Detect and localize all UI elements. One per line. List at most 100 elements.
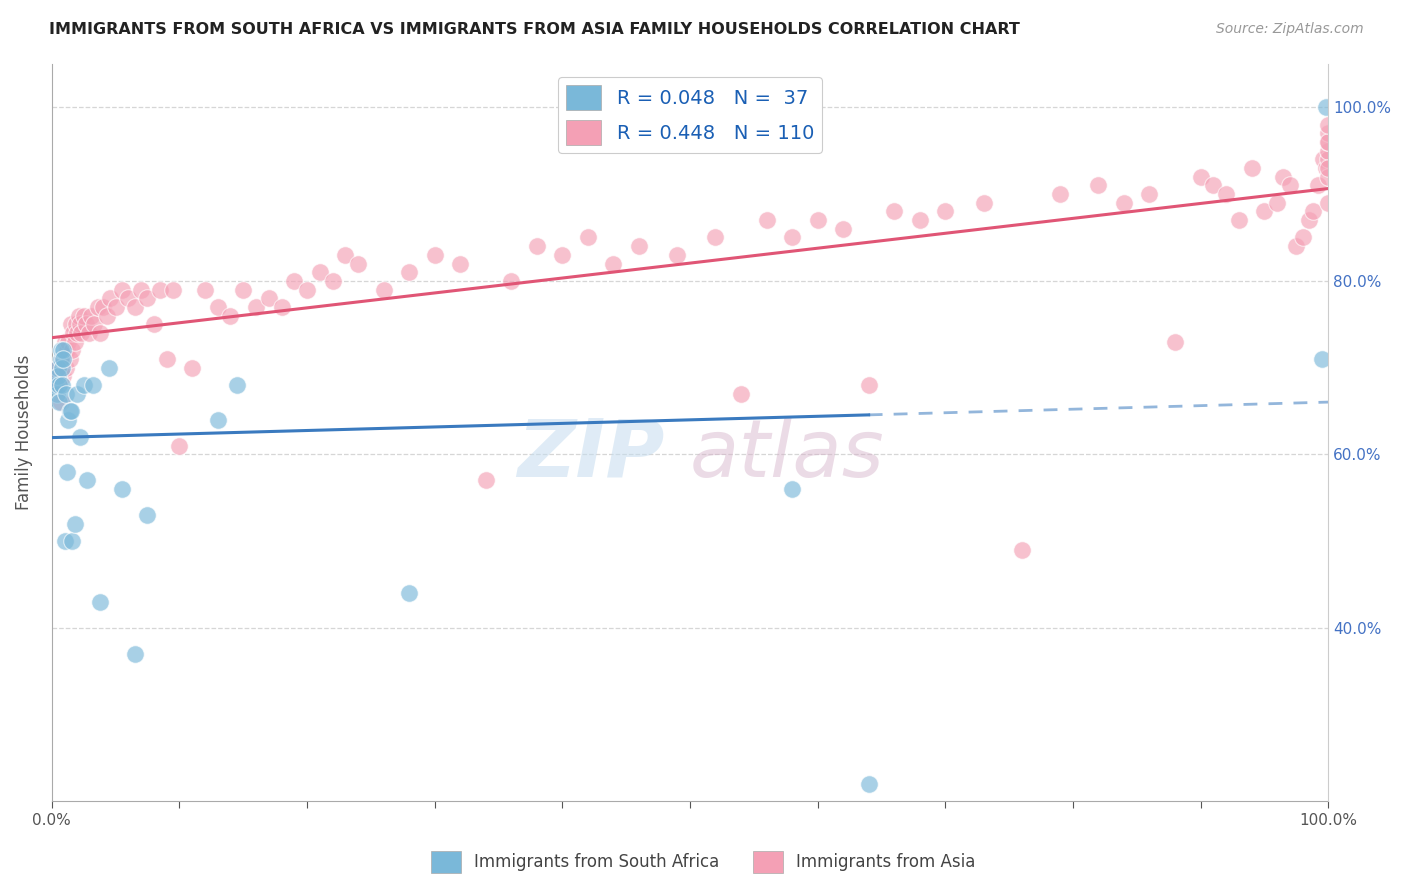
Point [49, 343, 72, 358]
Point [56, 465, 79, 479]
Point [59, 351, 82, 366]
Point [1240, 161, 1263, 175]
Point [1112, 195, 1135, 210]
Point [1011, 542, 1033, 557]
Point [1317, 127, 1340, 141]
Point [245, 300, 267, 314]
Point [1317, 135, 1340, 149]
Point [52, 343, 75, 358]
Point [111, 482, 134, 496]
Point [1215, 187, 1237, 202]
Point [602, 256, 624, 270]
Point [1317, 153, 1340, 167]
Point [270, 300, 292, 314]
Point [1317, 195, 1340, 210]
Point [52, 369, 75, 384]
Point [551, 248, 574, 262]
Point [1317, 161, 1340, 175]
Point [1227, 213, 1250, 227]
Point [162, 283, 184, 297]
Point [1317, 135, 1340, 149]
Point [755, 213, 778, 227]
Point [45, 378, 67, 392]
Point [832, 222, 855, 236]
Point [398, 265, 420, 279]
Point [48, 378, 70, 392]
Text: Source: ZipAtlas.com: Source: ZipAtlas.com [1216, 22, 1364, 37]
Point [124, 647, 146, 661]
Point [51, 360, 73, 375]
Point [49, 395, 72, 409]
Point [98, 360, 121, 375]
Point [449, 256, 471, 270]
Point [149, 283, 172, 297]
Point [934, 204, 956, 219]
Point [45, 386, 67, 401]
Point [308, 265, 330, 279]
Point [780, 230, 803, 244]
Point [111, 283, 134, 297]
Point [501, 274, 523, 288]
Point [225, 378, 247, 392]
Text: atlas: atlas [690, 416, 884, 493]
Point [1202, 178, 1225, 193]
Point [124, 300, 146, 314]
Point [46, 369, 69, 384]
Point [82, 378, 104, 392]
Point [45, 360, 67, 375]
Point [1315, 161, 1337, 175]
Point [1317, 118, 1340, 132]
Point [1310, 351, 1333, 366]
Point [347, 256, 370, 270]
Point [80, 309, 103, 323]
Point [77, 326, 100, 340]
Point [75, 317, 97, 331]
Point [45, 378, 67, 392]
Point [142, 317, 165, 331]
Point [194, 283, 217, 297]
Point [1315, 100, 1337, 114]
Point [136, 291, 159, 305]
Legend: Immigrants from South Africa, Immigrants from Asia: Immigrants from South Africa, Immigrants… [425, 845, 981, 880]
Point [53, 533, 76, 548]
Point [56, 343, 79, 358]
Point [100, 291, 122, 305]
Point [1265, 195, 1288, 210]
Point [73, 378, 96, 392]
Point [59, 404, 82, 418]
Text: IMMIGRANTS FROM SOUTH AFRICA VS IMMIGRANTS FROM ASIA FAMILY HOUSEHOLDS CORRELATI: IMMIGRANTS FROM SOUTH AFRICA VS IMMIGRAN… [49, 22, 1021, 37]
Point [63, 334, 86, 349]
Point [704, 230, 727, 244]
Point [526, 239, 548, 253]
Point [53, 334, 76, 349]
Point [335, 248, 357, 262]
Point [730, 386, 752, 401]
Point [55, 386, 77, 401]
Point [60, 533, 83, 548]
Point [576, 230, 599, 244]
Point [1139, 187, 1161, 202]
Point [398, 586, 420, 600]
Point [232, 283, 254, 297]
Point [46, 360, 69, 375]
Point [295, 283, 318, 297]
Point [1317, 169, 1340, 184]
Text: ZIP: ZIP [517, 416, 665, 493]
Point [66, 326, 89, 340]
Point [49, 351, 72, 366]
Point [283, 274, 305, 288]
Point [104, 300, 127, 314]
Point [908, 213, 931, 227]
Point [806, 213, 828, 227]
Point [63, 516, 86, 531]
Point [207, 412, 229, 426]
Y-axis label: Family Households: Family Households [15, 355, 32, 510]
Point [51, 378, 73, 392]
Point [322, 274, 344, 288]
Point [1302, 204, 1324, 219]
Point [474, 473, 496, 487]
Point [858, 777, 880, 791]
Point [76, 473, 98, 487]
Point [52, 351, 75, 366]
Point [89, 595, 111, 609]
